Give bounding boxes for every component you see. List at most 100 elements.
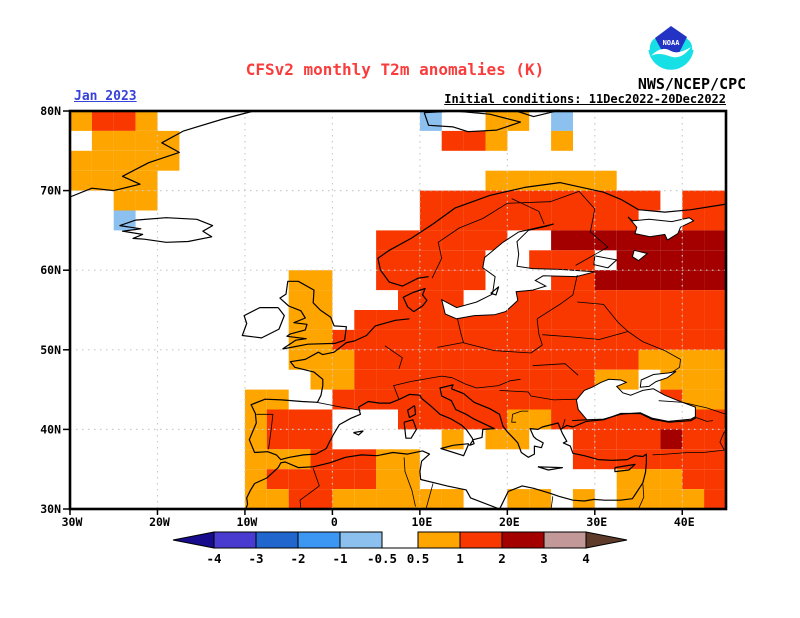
colorbar-label: 0.5: [407, 551, 430, 566]
anomaly-cell: [419, 290, 442, 310]
anomaly-cell: [332, 369, 355, 390]
anomaly-cell: [529, 369, 552, 390]
colorbar-right-arrow: [585, 531, 628, 549]
country-border: [403, 457, 416, 507]
anomaly-cell: [70, 111, 92, 131]
anomaly-cell: [419, 329, 442, 350]
anomaly-cell: [91, 130, 114, 151]
anomaly-cell: [419, 310, 442, 330]
country-border: [652, 449, 725, 456]
anomaly-cell: [441, 429, 464, 450]
anomaly-cell: [288, 290, 311, 310]
anomaly-cell: [594, 210, 617, 231]
anomaly-cell: [507, 190, 530, 211]
anomaly-cell: [529, 389, 552, 410]
anomaly-cell: [660, 429, 683, 450]
anomaly-cell: [638, 449, 661, 470]
country-border: [425, 483, 434, 510]
lon-tick-label: 20W: [149, 515, 170, 529]
country-border: [562, 418, 566, 428]
country-border: [550, 496, 554, 510]
anomaly-cell: [594, 310, 617, 330]
anomaly-cell: [463, 329, 486, 350]
anomaly-cell: [398, 310, 420, 330]
anomaly-cell: [682, 349, 705, 370]
anomaly-cell: [266, 409, 289, 430]
lon-tick-label: 30E: [586, 515, 607, 529]
anomaly-cell: [529, 250, 552, 271]
anomaly-cell: [485, 170, 508, 191]
anomaly-cell: [682, 489, 705, 509]
anomaly-cell: [419, 489, 442, 509]
anomaly-cell: [135, 111, 158, 131]
anomaly-cell: [113, 150, 136, 171]
anomaly-cell: [638, 329, 661, 350]
anomaly-cell: [113, 210, 136, 231]
lat-tick-label: 80N: [40, 104, 61, 118]
noaa-logo: NOAA: [648, 25, 694, 71]
anomaly-cell: [507, 349, 530, 370]
logo-kite: [655, 26, 687, 53]
anomaly-cell: [551, 409, 573, 430]
lake-ladoga: [593, 255, 618, 269]
colorbar-segment: [339, 531, 383, 549]
anomaly-cell: [704, 329, 726, 350]
org-label: NWS/NCEP/CPC: [637, 75, 747, 93]
anomaly-cell: [419, 250, 442, 271]
anomaly-cell: [135, 130, 158, 151]
anomaly-cell: [507, 210, 530, 231]
anomaly-cell: [398, 230, 420, 251]
gotland-coast: [490, 286, 500, 296]
anomaly-cell: [638, 190, 661, 211]
lon-tick-label: 40E: [674, 515, 695, 529]
anomaly-cell: [572, 250, 595, 271]
anomaly-cell: [616, 429, 639, 450]
anomaly-cell: [507, 489, 530, 509]
anomaly-cell: [485, 111, 508, 131]
anomaly-cell: [660, 250, 683, 271]
anomaly-cell: [485, 349, 508, 370]
anomaly-cell: [354, 489, 377, 509]
anomaly-cell: [529, 349, 552, 370]
anomaly-cell: [616, 270, 639, 291]
anomaly-cell: [157, 130, 180, 151]
anomaly-cell: [507, 389, 530, 410]
crete-coast: [537, 466, 563, 471]
anomaly-cell: [419, 111, 442, 131]
ireland-coast: [241, 307, 285, 339]
anomaly-cell: [310, 369, 333, 390]
anomaly-cell: [551, 230, 573, 251]
anomaly-cell: [376, 469, 398, 490]
anomaly-cell: [638, 429, 661, 450]
anomaly-cell: [638, 310, 661, 330]
anomaly-cell: [310, 349, 333, 370]
anomaly-cell: [332, 349, 355, 370]
colorbar-label: 4: [582, 551, 590, 566]
anomaly-cell: [70, 170, 92, 191]
country-border: [542, 331, 629, 340]
anomaly-cell: [551, 170, 573, 191]
anomaly-cell: [310, 329, 333, 350]
anomaly-cell: [704, 250, 726, 271]
anomaly-cell: [398, 369, 420, 390]
country-border: [437, 342, 531, 354]
anomaly-cell: [398, 409, 420, 430]
anomaly-cell: [441, 270, 464, 291]
lat-tick-label: 30N: [40, 502, 61, 516]
anomaly-cell: [354, 449, 377, 470]
country-border: [658, 400, 727, 415]
anomaly-cell: [551, 130, 573, 151]
anomaly-cell: [266, 429, 289, 450]
anomaly-cell: [376, 230, 398, 251]
anomaly-cell: [463, 389, 486, 410]
anomaly-cell: [507, 170, 530, 191]
anomaly-cell: [419, 349, 442, 370]
colorbar-segment: [213, 531, 257, 549]
anomaly-cell: [529, 310, 552, 330]
anomaly-cell: [332, 469, 355, 490]
balearic-coast: [353, 430, 364, 436]
anomaly-cell: [135, 170, 158, 191]
anomaly-cell: [310, 270, 333, 291]
anomaly-cell: [660, 349, 683, 370]
anomaly-cell: [594, 449, 617, 470]
